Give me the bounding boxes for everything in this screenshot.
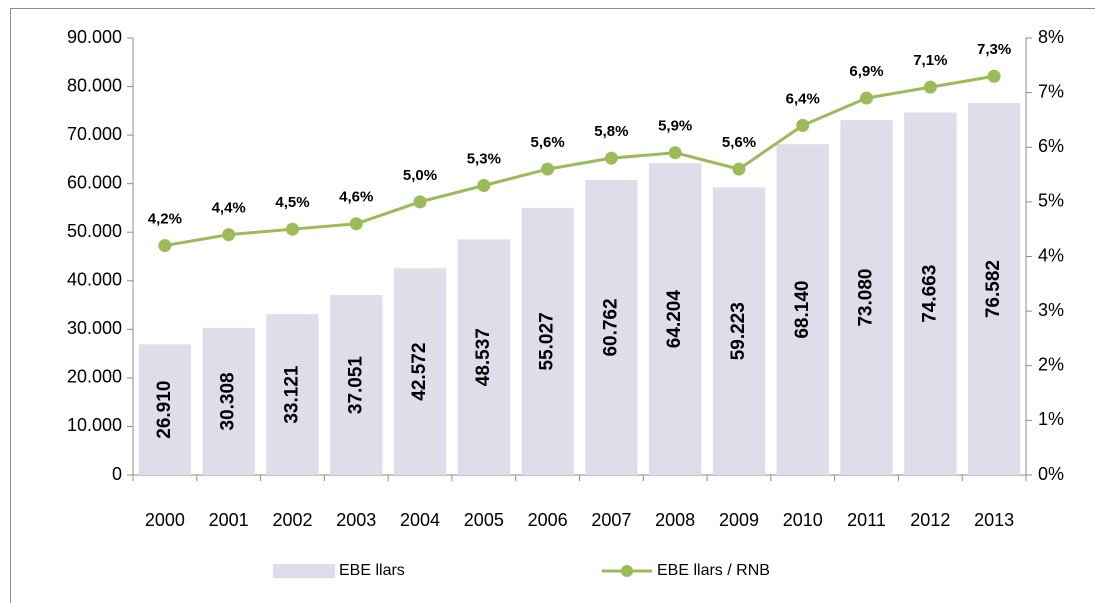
y-tick-label: 60.000 xyxy=(67,172,122,192)
line-marker xyxy=(477,178,491,192)
line-value-label: 6,9% xyxy=(849,63,883,80)
line xyxy=(164,74,995,248)
bar-value-label: 68.140 xyxy=(792,281,813,339)
x-tick-label: 2001 xyxy=(209,510,249,530)
line-value-label: 5,3% xyxy=(467,150,501,167)
line-value-label: 5,6% xyxy=(722,134,756,151)
bar-value-label: 74.663 xyxy=(919,265,940,323)
bar-value-label: 42.572 xyxy=(409,343,430,401)
line-marker xyxy=(923,80,937,94)
bar xyxy=(393,268,447,475)
y-tick-label: 80.000 xyxy=(67,75,122,95)
chart-frame xyxy=(10,8,1095,603)
line-value-label: 4,4% xyxy=(212,200,246,217)
x-tick-label: 2007 xyxy=(591,510,631,530)
bar xyxy=(202,327,255,475)
legend-marker xyxy=(621,565,633,577)
line-value-label: 4,2% xyxy=(148,211,182,228)
line-marker xyxy=(860,91,874,105)
line-marker xyxy=(158,239,172,253)
line-marker xyxy=(285,222,299,236)
line-value-label: 7,1% xyxy=(913,52,947,69)
bar xyxy=(776,144,829,475)
y2-tick-label: 7% xyxy=(1038,81,1064,101)
x-tick-label: 2008 xyxy=(655,510,695,530)
line-marker xyxy=(222,228,236,242)
line-value-label: 5,9% xyxy=(658,118,692,135)
bar-value-label: 26.910 xyxy=(154,381,175,439)
bar-value-label: 59.223 xyxy=(728,302,749,360)
x-tick-label: 2009 xyxy=(719,510,759,530)
x-tick-label: 2002 xyxy=(272,510,312,530)
line-value-label: 5,0% xyxy=(403,167,437,184)
bar xyxy=(967,103,1021,475)
x-tick-label: 2013 xyxy=(974,510,1014,530)
bar-value-label: 60.762 xyxy=(600,298,621,356)
line-value-label: 4,6% xyxy=(339,189,373,206)
y-tick-label: 90.000 xyxy=(67,27,122,47)
y2-tick-label: 3% xyxy=(1038,300,1064,320)
line-value-label: 7,3% xyxy=(977,41,1011,58)
y-tick-label: 0 xyxy=(112,464,122,484)
y-tick-label: 20.000 xyxy=(67,367,122,387)
bar xyxy=(904,112,957,475)
y-tick-label: 40.000 xyxy=(67,270,122,290)
bar-value-label: 48.537 xyxy=(473,328,494,386)
line-marker xyxy=(604,151,618,165)
line-marker xyxy=(668,146,682,160)
bar xyxy=(840,120,893,475)
y2-tick-label: 4% xyxy=(1038,245,1064,265)
y2-tick-label: 0% xyxy=(1038,464,1064,484)
legend-swatch xyxy=(273,564,335,578)
x-tick-label: 2010 xyxy=(783,510,823,530)
bar xyxy=(457,239,510,475)
x-tick-label: 2003 xyxy=(336,510,376,530)
x-tick-label: 2005 xyxy=(464,510,504,530)
bar-value-label: 37.051 xyxy=(345,356,366,415)
line-marker xyxy=(541,162,555,176)
bar-value-label: 64.204 xyxy=(664,290,685,349)
x-tick-label: 2004 xyxy=(400,510,440,530)
bar xyxy=(521,207,574,475)
line-value-label: 6,4% xyxy=(786,90,820,107)
bar-value-label: 76.582 xyxy=(983,260,1004,318)
y-tick-label: 70.000 xyxy=(67,124,122,144)
bar-value-label: 73.080 xyxy=(856,269,877,327)
y2-tick-label: 5% xyxy=(1038,191,1064,211)
x-tick-label: 2000 xyxy=(145,510,185,530)
y2-tick-label: 8% xyxy=(1038,27,1064,47)
bar xyxy=(649,163,702,475)
line-value-label: 5,8% xyxy=(594,123,628,140)
bar xyxy=(330,295,383,475)
y2-tick-label: 1% xyxy=(1038,409,1064,429)
bar xyxy=(585,179,638,475)
line-marker xyxy=(349,217,363,231)
line-marker xyxy=(413,195,427,209)
line-marker xyxy=(796,118,810,132)
bar-value-label: 33.121 xyxy=(281,365,302,424)
y2-tick-label: 6% xyxy=(1038,136,1064,156)
line-value-label: 4,5% xyxy=(275,194,309,211)
bar xyxy=(266,314,319,475)
line-value-label: 5,6% xyxy=(531,134,565,151)
y-tick-label: 10.000 xyxy=(67,415,122,435)
y2-tick-label: 2% xyxy=(1038,355,1064,375)
line-marker xyxy=(732,162,746,176)
x-tick-label: 2006 xyxy=(528,510,568,530)
bar xyxy=(138,344,192,475)
line-marker xyxy=(987,69,1001,83)
bar-value-label: 30.308 xyxy=(218,372,239,430)
y-tick-label: 50.000 xyxy=(67,221,122,241)
legend-label: EBE llars xyxy=(339,562,405,579)
bar xyxy=(712,187,766,475)
x-tick-label: 2011 xyxy=(847,510,886,530)
y-tick-label: 30.000 xyxy=(67,318,122,338)
x-tick-label: 2012 xyxy=(910,510,950,530)
bar-value-label: 55.027 xyxy=(537,312,558,370)
legend-label: EBE llars / RNB xyxy=(657,562,770,579)
